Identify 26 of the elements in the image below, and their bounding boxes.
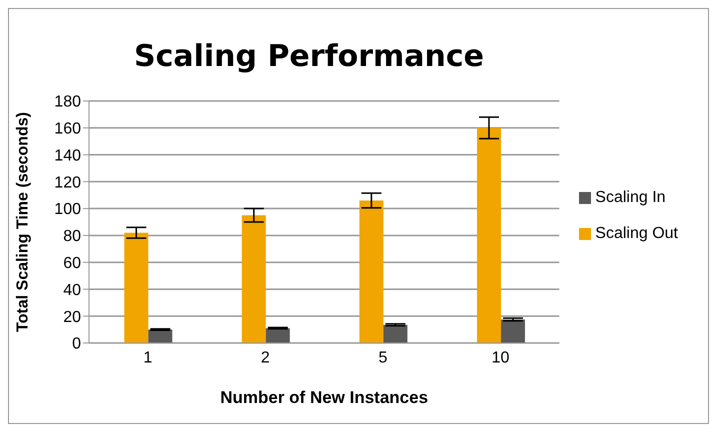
y-tick-label: 80 — [63, 228, 82, 246]
y-tick-label: 120 — [54, 174, 82, 192]
bar — [500, 319, 525, 343]
bar — [359, 200, 384, 343]
x-tick-label: 5 — [378, 349, 388, 366]
y-tick-label: 100 — [54, 201, 82, 218]
y-tick-label: 180 — [54, 94, 82, 111]
bar — [266, 328, 290, 343]
x-tick-label: 2 — [260, 349, 270, 366]
y-tick-label: 60 — [63, 255, 82, 272]
y-tick-label: 160 — [54, 120, 82, 138]
y-tick-label: 40 — [63, 282, 82, 299]
legend-label: Scaling Out — [595, 225, 678, 242]
x-axis-title: Number of New Instances — [220, 388, 428, 408]
y-tick-label: 20 — [63, 308, 82, 326]
bar — [124, 232, 148, 343]
bar — [383, 324, 408, 343]
y-tick-label: 140 — [54, 147, 82, 164]
bar — [242, 215, 266, 343]
y-tick-label: 0 — [72, 336, 82, 353]
x-tick-label: 1 — [143, 349, 152, 366]
bar — [476, 128, 501, 343]
legend-label: Scaling In — [595, 189, 666, 206]
x-tick-label: 10 — [492, 349, 510, 366]
chart-title: Scaling Performance — [132, 39, 486, 74]
y-axis-title: Total Scaling Time (seconds) — [14, 112, 32, 332]
